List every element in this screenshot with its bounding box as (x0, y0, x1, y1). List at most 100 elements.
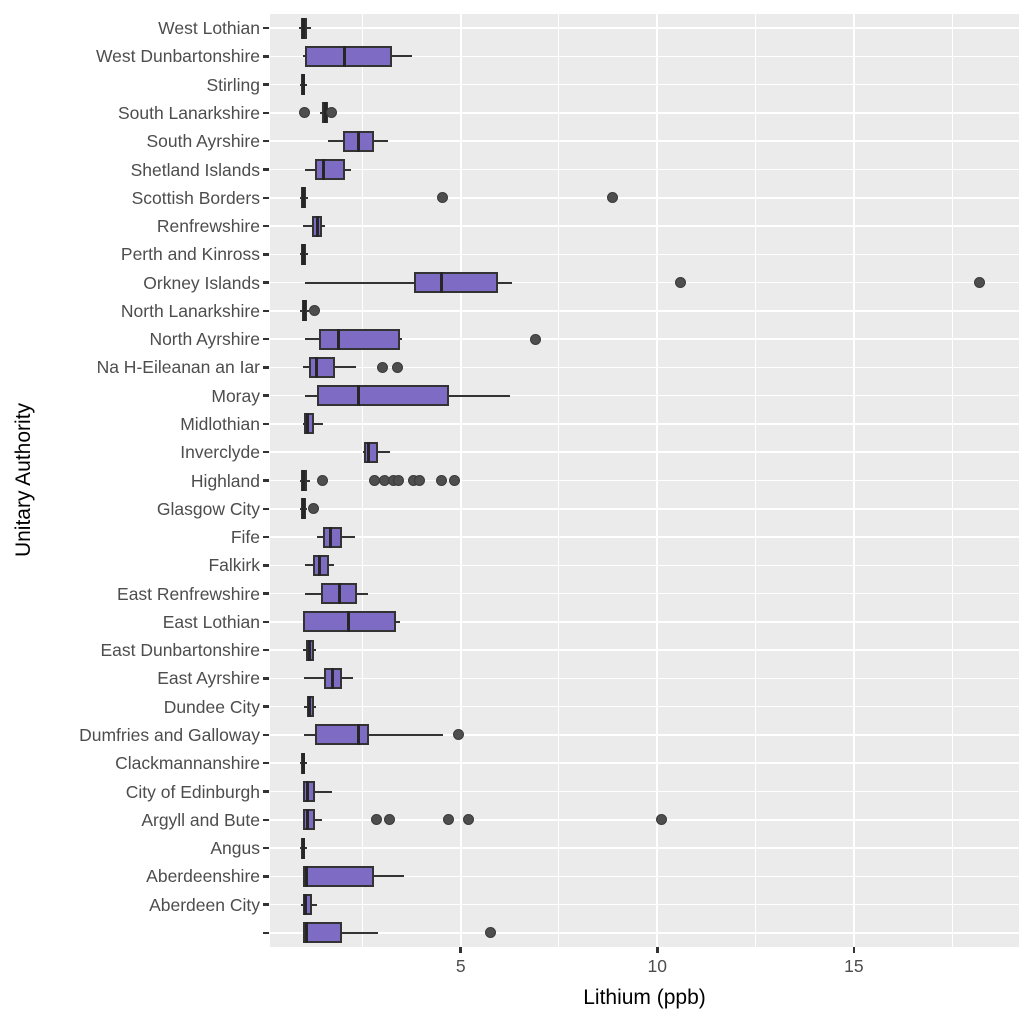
y-gridline (270, 27, 1019, 29)
median-line (323, 102, 327, 124)
outlier-point (453, 729, 465, 741)
box (413, 272, 499, 294)
y-axis-tick (263, 168, 269, 171)
y-gridline (270, 55, 1019, 58)
box (309, 356, 335, 378)
median-line (301, 17, 305, 39)
y-gridline (270, 847, 1019, 849)
y-axis-tick (263, 450, 269, 454)
y-gridline (270, 536, 1019, 538)
x-axis-tick-label: 15 (844, 956, 864, 976)
median-line (301, 187, 305, 209)
box (317, 385, 449, 407)
y-axis-tick (263, 875, 269, 878)
y-axis-label: Dundee City (163, 696, 260, 717)
y-axis-tick (263, 479, 269, 482)
outlier-point (655, 814, 667, 826)
y-gridline (270, 253, 1019, 256)
box (319, 328, 400, 350)
y-axis-label: Angus (210, 838, 260, 859)
y-gridline (270, 734, 1019, 736)
y-gridline (270, 677, 1019, 680)
x-major-gridline (459, 14, 462, 947)
y-axis-label: Stirling (206, 74, 261, 95)
y-gridline (270, 366, 1019, 369)
y-axis-tick (263, 196, 269, 200)
y-gridline (270, 281, 1019, 284)
median-line (301, 74, 305, 96)
median-line (338, 583, 342, 605)
outlier-point (370, 814, 382, 826)
y-gridline (270, 423, 1019, 425)
y-axis-label: Falkirk (208, 555, 260, 576)
y-axis-tick (263, 111, 269, 115)
y-axis-label: East Renfrewshire (117, 583, 260, 604)
y-axis-tick (263, 648, 269, 652)
y-axis-label: Clackmannanshire (115, 753, 260, 774)
y-axis-tick (263, 790, 269, 793)
y-axis-label: East Dunbartonshire (100, 640, 260, 661)
y-axis-label: City of Edinburgh (125, 781, 260, 802)
y-axis-label: Scottish Borders (131, 187, 260, 208)
y-axis-tick (263, 422, 269, 426)
y-axis-label: Fife (230, 527, 260, 548)
y-gridline (270, 508, 1019, 510)
whisker-line (304, 733, 443, 736)
median-line (356, 130, 360, 152)
outlier-point (308, 305, 320, 317)
y-axis-label: Renfrewshire (156, 216, 260, 237)
outlier-point (448, 475, 460, 486)
outlier-point (529, 333, 541, 345)
y-axis-tick (263, 620, 269, 624)
y-gridline (270, 83, 1019, 86)
y-gridline (270, 649, 1019, 651)
y-axis-label: South Ayrshire (146, 131, 261, 152)
y-axis-tick (263, 846, 269, 850)
outlier-point (606, 192, 618, 204)
y-axis-label: Aberdeenshire (146, 866, 260, 887)
outlier-point (675, 277, 687, 289)
y-axis-tick (263, 139, 269, 143)
y-gridline (270, 140, 1019, 142)
median-line (356, 724, 360, 746)
y-axis-tick (263, 83, 269, 86)
y-axis-tick (263, 253, 269, 256)
y-gridline (270, 875, 1019, 878)
outlier-point (437, 192, 449, 204)
y-axis-label: Perth and Kinross (120, 244, 260, 265)
y-axis-label: Shetland Islands (130, 159, 260, 180)
y-axis-label: Moray (211, 385, 260, 406)
y-gridline (270, 621, 1019, 623)
y-gridline (270, 705, 1019, 708)
x-axis-tick (656, 947, 659, 953)
y-gridline (270, 762, 1019, 764)
box (305, 45, 392, 67)
median-line (366, 441, 370, 463)
box (304, 413, 315, 435)
y-axis-tick (263, 535, 269, 539)
x-axis-tick-label: 5 (455, 956, 466, 976)
outlier-point (326, 107, 338, 119)
outlier-point (299, 107, 311, 119)
median-line (305, 781, 309, 802)
median-line (305, 809, 309, 831)
y-axis-tick (263, 366, 269, 369)
median-line (314, 356, 318, 378)
y-gridline (270, 564, 1019, 567)
y-axis-tick (263, 705, 269, 708)
y-axis-label: North Lanarkshire (120, 300, 260, 321)
y-gridline (270, 112, 1019, 114)
median-line (330, 667, 334, 689)
box (303, 781, 316, 802)
median-line (301, 837, 305, 859)
x-minor-gridline (951, 14, 953, 947)
median-line (301, 243, 305, 265)
y-axis-tick (263, 733, 269, 737)
y-axis-label: West Dunbartonshire (95, 46, 260, 67)
median-line (439, 272, 443, 294)
box (303, 865, 375, 887)
y-axis-label: Aberdeen City (149, 894, 260, 915)
median-line (321, 159, 325, 180)
y-gridline (270, 394, 1019, 397)
